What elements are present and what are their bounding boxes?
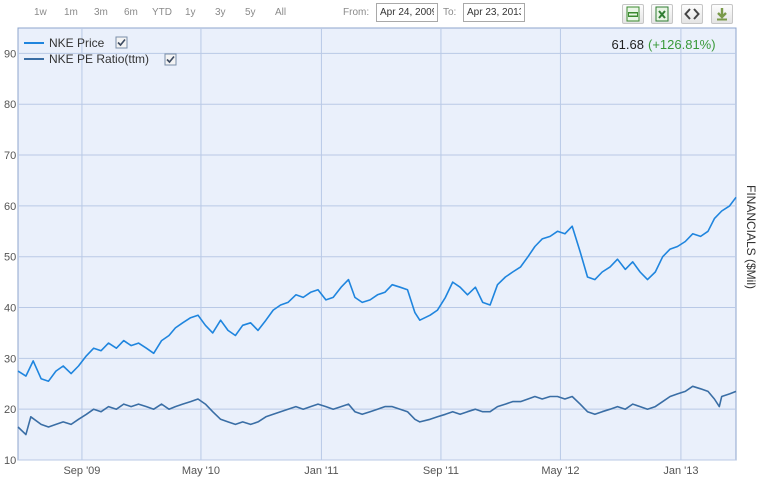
export-excel-button[interactable] bbox=[651, 4, 673, 24]
y-axis-ticks: 10 20 30 40 50 60 70 80 90 bbox=[4, 48, 16, 467]
x-tick-label: May '12 bbox=[541, 465, 579, 477]
check-icon bbox=[166, 55, 175, 64]
legend-checkbox-price[interactable] bbox=[115, 36, 128, 49]
y-tick-label: 80 bbox=[4, 99, 16, 111]
toolbar: 1w 1m 3m 6m YTD 1y 3y 5y All From: To: bbox=[0, 0, 770, 26]
x-tick-label: Sep '11 bbox=[423, 465, 459, 477]
right-axis-label-text: FINANCIALS ($Mil) bbox=[744, 185, 758, 290]
legend-label-price: NKE Price bbox=[49, 36, 105, 50]
range-5y-button[interactable]: 5y bbox=[245, 7, 256, 18]
legend: NKE Price NKE PE Ratio(ttm) bbox=[24, 36, 177, 66]
range-3y-button[interactable]: 3y bbox=[215, 7, 226, 18]
change-readout: (+126.81%) bbox=[648, 37, 716, 52]
x-axis-ticks: Sep '09 May '10 Jan '11 Sep '11 May '12 Jan '… bbox=[63, 465, 698, 477]
y-tick-label: 50 bbox=[4, 252, 16, 264]
excel-file-icon bbox=[655, 6, 669, 22]
to-label: To: bbox=[443, 7, 457, 18]
x-tick-label: Sep '09 bbox=[63, 465, 100, 477]
embed-code-button[interactable] bbox=[681, 4, 703, 24]
from-date-input[interactable] bbox=[376, 3, 438, 22]
x-tick-label: Jan '11 bbox=[304, 465, 338, 477]
range-ytd-button[interactable]: YTD bbox=[152, 7, 172, 18]
x-tick-label: Jan '13 bbox=[663, 465, 698, 477]
export-csv-button[interactable] bbox=[622, 4, 644, 24]
range-6m-button[interactable]: 6m bbox=[124, 7, 138, 18]
range-all-button[interactable]: All bbox=[275, 7, 287, 18]
series-lines bbox=[17, 196, 737, 436]
y-tick-label: 20 bbox=[4, 404, 16, 416]
download-button[interactable] bbox=[711, 4, 733, 24]
y-tick-label: 60 bbox=[4, 201, 16, 213]
y-tick-label: 30 bbox=[4, 353, 16, 365]
check-icon bbox=[117, 38, 126, 47]
y-tick-label: 10 bbox=[4, 455, 16, 467]
plot-area bbox=[17, 27, 737, 461]
y-tick-label: 90 bbox=[4, 48, 16, 60]
price-readout: 61.68 bbox=[611, 37, 644, 52]
series-line-price bbox=[17, 196, 737, 382]
range-3m-button[interactable]: 3m bbox=[94, 7, 108, 18]
x-tick-label: May '10 bbox=[182, 465, 220, 477]
code-brackets-icon bbox=[684, 8, 700, 20]
series-line-pe bbox=[17, 385, 737, 436]
from-label: From: bbox=[343, 7, 370, 18]
range-1w-button[interactable]: 1w bbox=[34, 7, 47, 18]
csv-file-icon bbox=[626, 6, 640, 22]
legend-checkbox-pe[interactable] bbox=[164, 53, 177, 66]
range-1m-button[interactable]: 1m bbox=[64, 7, 78, 18]
y-tick-label: 40 bbox=[4, 303, 16, 315]
range-1y-button[interactable]: 1y bbox=[185, 7, 196, 18]
to-date-input[interactable] bbox=[463, 3, 525, 22]
right-axis-label: FINANCIALS ($Mil) bbox=[742, 185, 762, 315]
grid-lines bbox=[18, 28, 736, 461]
legend-label-pe: NKE PE Ratio(ttm) bbox=[49, 52, 149, 66]
download-arrow-icon bbox=[717, 8, 727, 21]
y-tick-label: 70 bbox=[4, 150, 16, 162]
